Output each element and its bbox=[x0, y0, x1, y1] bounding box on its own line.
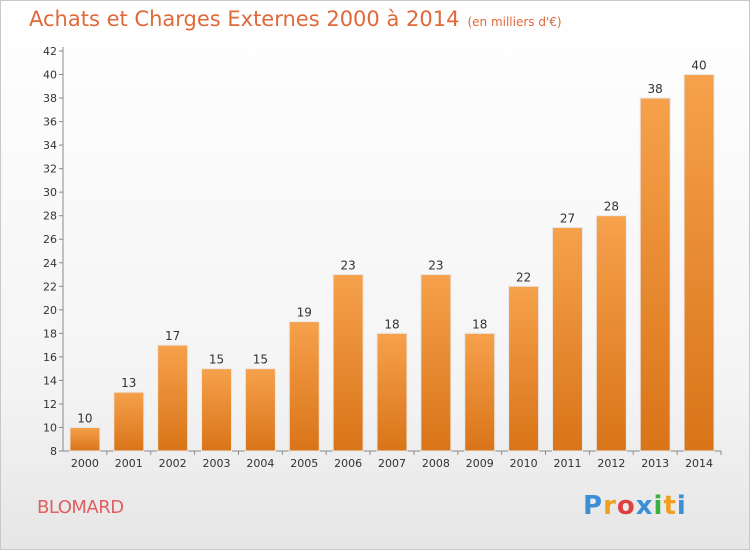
bar-value-label: 15 bbox=[209, 353, 224, 367]
bar bbox=[639, 97, 671, 452]
y-tick-label: 30 bbox=[43, 186, 57, 199]
y-tick-label: 40 bbox=[43, 69, 57, 82]
y-tick-label: 26 bbox=[43, 233, 57, 246]
logo-letter: x bbox=[635, 491, 654, 521]
y-tick-label: 22 bbox=[43, 280, 57, 293]
bar bbox=[113, 391, 145, 452]
y-tick-label: 32 bbox=[43, 163, 57, 176]
bar-value-label: 18 bbox=[384, 317, 399, 331]
bar-value-label: 13 bbox=[121, 376, 136, 390]
bar bbox=[595, 215, 627, 452]
x-tick-label: 2001 bbox=[115, 457, 143, 470]
x-tick-label: 2008 bbox=[422, 457, 450, 470]
y-tick-label: 28 bbox=[43, 210, 57, 223]
y-tick-label: 18 bbox=[43, 327, 57, 340]
bar bbox=[508, 285, 540, 452]
bar-value-label: 10 bbox=[77, 411, 92, 425]
x-tick-label: 2011 bbox=[553, 457, 581, 470]
x-tick-label: 2014 bbox=[685, 457, 713, 470]
x-tick-label: 2003 bbox=[203, 457, 231, 470]
y-tick-label: 10 bbox=[43, 421, 57, 434]
bar-value-label: 19 bbox=[297, 306, 312, 320]
bar-value-label: 17 bbox=[165, 329, 180, 343]
bar bbox=[420, 274, 452, 452]
bar bbox=[376, 332, 408, 452]
y-tick-label: 14 bbox=[43, 374, 57, 387]
y-tick-label: 42 bbox=[43, 45, 57, 58]
commune-name: BLOMARD bbox=[37, 497, 124, 518]
logo-letter: t bbox=[663, 491, 677, 521]
y-tick-label: 12 bbox=[43, 398, 57, 411]
bar bbox=[244, 368, 276, 452]
logo-letter: o bbox=[616, 491, 636, 521]
x-tick-label: 2006 bbox=[334, 457, 362, 470]
logo-letter: i bbox=[653, 491, 664, 521]
x-tick-label: 2010 bbox=[510, 457, 538, 470]
bar bbox=[69, 426, 101, 452]
x-tick-label: 2009 bbox=[466, 457, 494, 470]
bar bbox=[551, 226, 583, 452]
y-tick-label: 34 bbox=[43, 139, 57, 152]
chart-title-text: Achats et Charges Externes 2000 à 2014 bbox=[29, 7, 460, 31]
bar-value-label: 23 bbox=[340, 259, 355, 273]
bar-value-label: 23 bbox=[428, 259, 443, 273]
bar bbox=[157, 344, 189, 452]
y-tick-label: 16 bbox=[43, 351, 57, 364]
bar-value-label: 15 bbox=[253, 353, 268, 367]
x-tick-label: 2012 bbox=[597, 457, 625, 470]
bar bbox=[464, 332, 496, 452]
y-tick-label: 38 bbox=[43, 92, 57, 105]
bar bbox=[288, 321, 320, 452]
bar-value-label: 18 bbox=[472, 317, 487, 331]
chart-title: Achats et Charges Externes 2000 à 2014 (e… bbox=[29, 7, 562, 31]
bar bbox=[683, 74, 715, 452]
x-tick-label: 2004 bbox=[246, 457, 274, 470]
x-tick-label: 2002 bbox=[159, 457, 187, 470]
chart-title-unit: (en milliers d'€) bbox=[467, 15, 562, 29]
logo-letter: r bbox=[603, 491, 617, 521]
logo-letter: P bbox=[583, 491, 604, 521]
x-tick-label: 2013 bbox=[641, 457, 669, 470]
y-tick-label: 8 bbox=[50, 445, 57, 458]
bar bbox=[332, 274, 364, 452]
bar-value-label: 40 bbox=[691, 59, 706, 73]
bar-value-label: 22 bbox=[516, 270, 531, 284]
y-tick-label: 20 bbox=[43, 304, 57, 317]
bar-value-label: 38 bbox=[648, 82, 663, 96]
logo-letter: i bbox=[676, 491, 687, 521]
bar-value-label: 28 bbox=[604, 200, 619, 214]
bar-value-label: 27 bbox=[560, 211, 575, 225]
proxiti-logo[interactable]: Proxiti bbox=[583, 491, 687, 521]
x-tick-label: 2007 bbox=[378, 457, 406, 470]
x-tick-label: 2000 bbox=[71, 457, 99, 470]
bar bbox=[201, 368, 233, 452]
x-tick-label: 2005 bbox=[290, 457, 318, 470]
y-tick-label: 36 bbox=[43, 116, 57, 129]
y-tick-label: 24 bbox=[43, 257, 57, 270]
